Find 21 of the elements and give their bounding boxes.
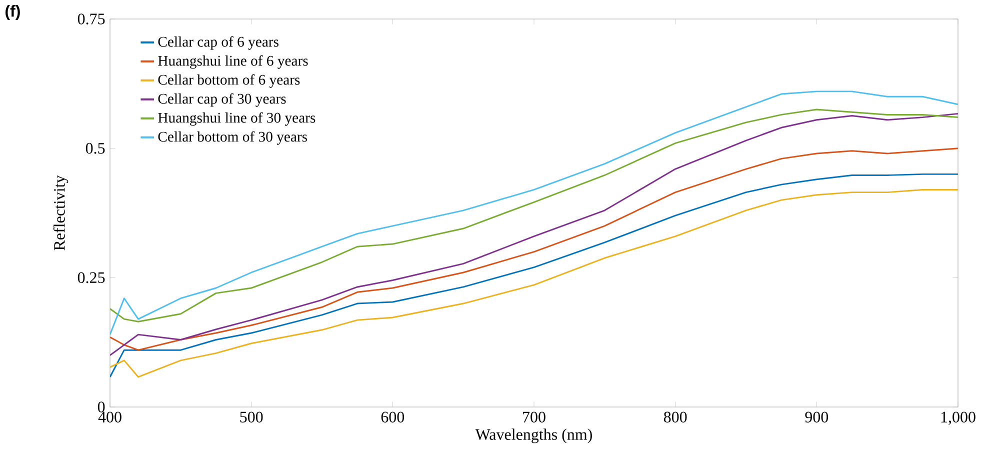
x-tick-label: 800 [664,412,687,422]
line-series [110,112,958,356]
text: (f) [6,5,20,20]
legend-label: Cellar bottom of 6 years [158,74,300,88]
y-tick-label: 0.5 [86,142,105,154]
legend-label: Huangshui line of 6 years [158,55,308,69]
y-tick-label: 0 [98,402,105,412]
y-axis-title: Reflectivity [53,175,68,250]
x-axis-title: Wavelengths (nm) [475,428,592,444]
y-tick-label: 0.75 [78,14,105,24]
legend-label: Cellar bottom of 30 years [158,131,308,145]
x-tick-label: 500 [240,412,263,422]
x-tick-label: 700 [523,412,546,422]
x-tick-label: 900 [805,412,828,422]
x-tick-label: 600 [381,412,404,422]
legend-label: Cellar cap of 30 years [158,93,286,107]
x-tick-label: 1,000 [941,412,976,425]
legend-label: Huangshui line of 30 years [158,112,316,126]
y-tick-label: 0.25 [78,272,105,284]
x-tick-label: 400 [98,412,122,422]
legend-label: Cellar cap of 6 years [158,36,278,50]
